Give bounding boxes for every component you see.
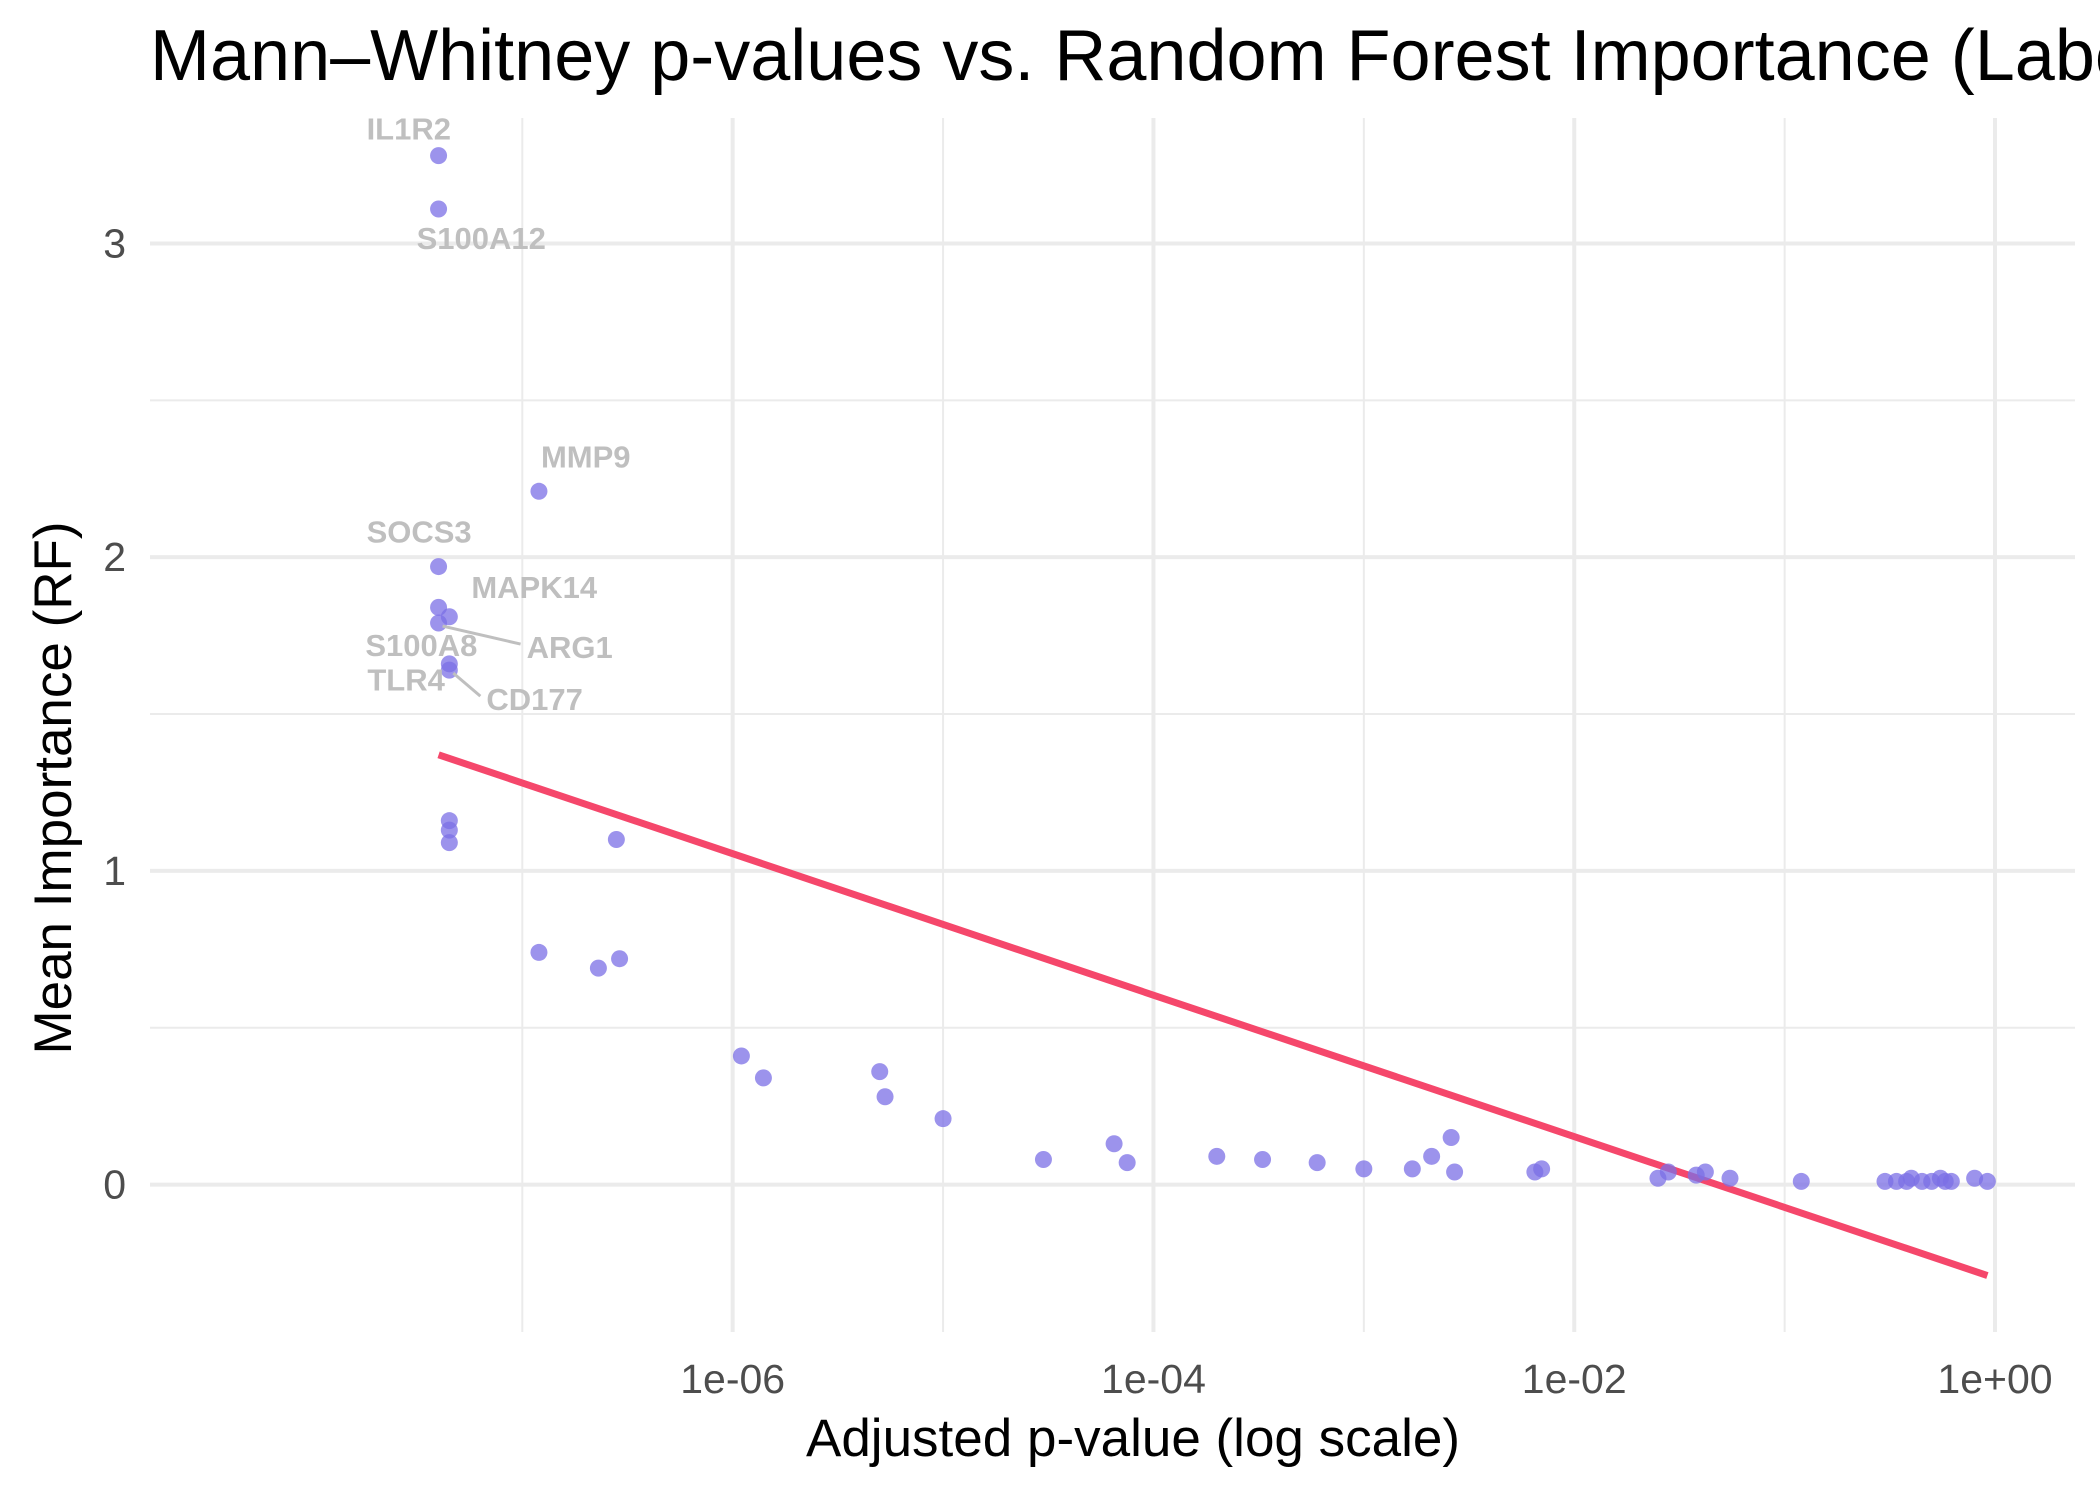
grid [150, 118, 2075, 1332]
data-point [607, 830, 625, 848]
gene-label: TLR4 [367, 663, 445, 698]
gene-label: MAPK14 [471, 570, 598, 605]
x-tick-label: 1e-04 [1101, 1356, 1206, 1402]
y-tick-label: 3 [103, 220, 126, 266]
point-labels: IL1R2 S100A12 MMP9 SOCS3 MAPK14 ARG1 S100A8 CD1… [365, 112, 630, 717]
x-tick-label: 1e-06 [680, 1356, 785, 1402]
data-point [1966, 1169, 1984, 1187]
data-point [589, 959, 607, 977]
data-point [440, 821, 458, 839]
gene-label: ARG1 [527, 630, 613, 665]
data-point [1446, 1163, 1464, 1181]
y-tick-label: 2 [103, 534, 126, 580]
gene-label: MMP9 [541, 439, 631, 474]
gene-label: S100A12 [417, 221, 546, 256]
data-point [871, 1063, 889, 1081]
x-tick-label: 1e-02 [1522, 1356, 1627, 1402]
data-point [430, 200, 448, 218]
data-point [1254, 1150, 1272, 1168]
data-point [934, 1110, 952, 1128]
data-point [754, 1069, 772, 1087]
data-point [530, 482, 548, 500]
data-point [1118, 1154, 1136, 1172]
data-point [1208, 1147, 1226, 1165]
data-point [430, 147, 448, 165]
y-axis-ticks: 0 1 2 3 [103, 220, 126, 1207]
data-point [430, 558, 448, 576]
label-leader-lines [442, 624, 521, 698]
data-point [1978, 1172, 1996, 1190]
data-point [876, 1088, 894, 1106]
gene-label: IL1R2 [367, 112, 451, 147]
y-tick-label: 0 [103, 1162, 126, 1208]
data-point [1308, 1154, 1326, 1172]
data-point [732, 1047, 750, 1065]
y-tick-label: 1 [103, 848, 126, 894]
x-axis-ticks: 1e-06 1e-04 1e-02 1e+00 [680, 1356, 2052, 1402]
trend-line [437, 751, 1989, 1279]
data-point [1034, 1150, 1052, 1168]
x-axis-title: Adjusted p-value (log scale) [806, 1409, 1460, 1468]
gene-label: SOCS3 [367, 515, 472, 550]
label-leader-line [442, 624, 521, 646]
data-point [440, 834, 458, 852]
fit-line-layer [437, 751, 1989, 1279]
chart-title: Mann–Whitney p-values vs. Random Forest … [150, 16, 2100, 96]
label-leader-line [452, 671, 482, 698]
gene-label: S100A8 [365, 628, 477, 663]
data-point [530, 943, 548, 961]
data-point [1355, 1160, 1373, 1178]
data-point [1533, 1160, 1551, 1178]
data-point [1696, 1163, 1714, 1181]
data-point [1423, 1147, 1441, 1165]
data-point [1105, 1135, 1123, 1153]
data-point [1403, 1160, 1421, 1178]
data-point [1792, 1172, 1810, 1190]
data-point [611, 950, 629, 968]
data-point [1721, 1169, 1739, 1187]
data-point [1442, 1129, 1460, 1147]
data-point [1659, 1163, 1677, 1181]
gene-label: CD177 [486, 682, 583, 717]
y-axis-title: Mean Importance (RF) [24, 521, 83, 1054]
x-tick-label: 1e+00 [1937, 1356, 2052, 1402]
points-layer [430, 147, 1996, 1190]
data-point [1942, 1172, 1960, 1190]
